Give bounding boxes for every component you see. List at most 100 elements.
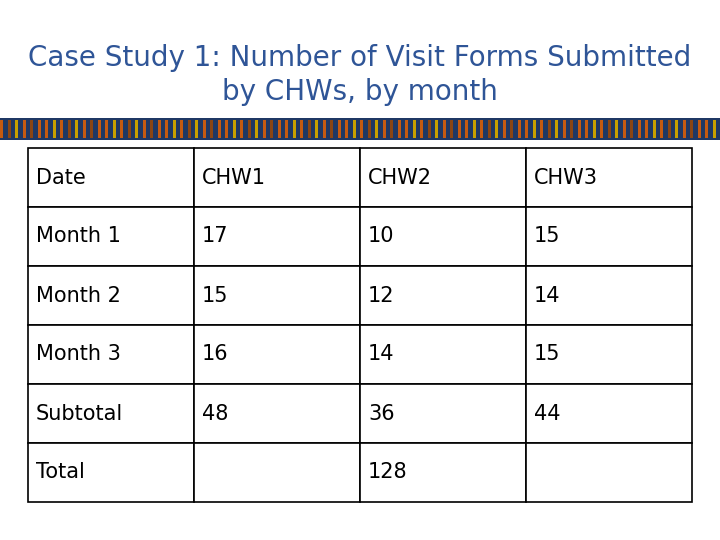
Bar: [240, 120, 243, 138]
Bar: [45, 120, 48, 138]
Bar: [345, 120, 348, 138]
Bar: [675, 120, 678, 138]
Bar: [540, 120, 544, 138]
Bar: [368, 120, 371, 138]
Bar: [458, 120, 461, 138]
Bar: [526, 148, 692, 207]
Bar: [127, 120, 131, 138]
Bar: [248, 120, 251, 138]
Bar: [503, 120, 506, 138]
Text: Month 2: Month 2: [36, 286, 121, 306]
Text: 15: 15: [534, 345, 560, 364]
Bar: [330, 120, 333, 138]
Text: 14: 14: [368, 345, 395, 364]
Bar: [593, 120, 596, 138]
Bar: [278, 120, 281, 138]
Text: Subtotal: Subtotal: [36, 403, 123, 423]
Bar: [533, 120, 536, 138]
Bar: [630, 120, 634, 138]
Bar: [90, 120, 94, 138]
Bar: [450, 120, 454, 138]
Bar: [473, 120, 476, 138]
Bar: [525, 120, 528, 138]
Text: CHW3: CHW3: [534, 167, 598, 187]
Bar: [28, 443, 194, 502]
Bar: [360, 443, 526, 502]
Bar: [315, 120, 318, 138]
Bar: [150, 120, 153, 138]
Text: Date: Date: [36, 167, 86, 187]
Bar: [28, 148, 194, 207]
Bar: [195, 120, 199, 138]
Bar: [68, 120, 71, 138]
Bar: [180, 120, 184, 138]
Text: 36: 36: [368, 403, 395, 423]
Bar: [698, 120, 701, 138]
Bar: [495, 120, 498, 138]
Bar: [577, 120, 581, 138]
Bar: [383, 120, 386, 138]
Bar: [526, 384, 692, 443]
Bar: [15, 120, 19, 138]
Text: Month 3: Month 3: [36, 345, 121, 364]
Bar: [0, 120, 4, 138]
Bar: [526, 443, 692, 502]
Text: 15: 15: [534, 226, 560, 246]
Bar: [173, 120, 176, 138]
Bar: [375, 120, 379, 138]
Bar: [608, 120, 611, 138]
Bar: [660, 120, 663, 138]
Text: 10: 10: [368, 226, 395, 246]
Text: Case Study 1: Number of Visit Forms Submitted
by CHWs, by month: Case Study 1: Number of Visit Forms Subm…: [28, 44, 692, 106]
Text: 12: 12: [368, 286, 395, 306]
Bar: [98, 120, 101, 138]
Bar: [413, 120, 416, 138]
Bar: [8, 120, 11, 138]
Bar: [28, 325, 194, 384]
Bar: [638, 120, 641, 138]
Text: 15: 15: [202, 286, 228, 306]
Bar: [615, 120, 618, 138]
Bar: [487, 120, 491, 138]
Text: 17: 17: [202, 226, 228, 246]
Bar: [194, 384, 360, 443]
Text: CHW1: CHW1: [202, 167, 266, 187]
Bar: [300, 120, 303, 138]
Bar: [390, 120, 393, 138]
Bar: [360, 325, 526, 384]
Bar: [360, 120, 364, 138]
Bar: [30, 120, 33, 138]
Bar: [23, 120, 26, 138]
Bar: [143, 120, 146, 138]
Bar: [28, 266, 194, 325]
Bar: [194, 207, 360, 266]
Bar: [188, 120, 191, 138]
Bar: [360, 266, 526, 325]
Bar: [0, 118, 720, 140]
Bar: [667, 120, 671, 138]
Bar: [683, 120, 686, 138]
Bar: [194, 266, 360, 325]
Bar: [75, 120, 78, 138]
Bar: [623, 120, 626, 138]
Bar: [194, 325, 360, 384]
Bar: [53, 120, 56, 138]
Bar: [405, 120, 408, 138]
Bar: [526, 207, 692, 266]
Bar: [397, 120, 401, 138]
Bar: [600, 120, 603, 138]
Bar: [526, 266, 692, 325]
Bar: [338, 120, 341, 138]
Bar: [203, 120, 206, 138]
Text: 48: 48: [202, 403, 228, 423]
Bar: [120, 120, 123, 138]
Bar: [465, 120, 469, 138]
Bar: [165, 120, 168, 138]
Bar: [270, 120, 274, 138]
Text: 14: 14: [534, 286, 560, 306]
Bar: [263, 120, 266, 138]
Bar: [293, 120, 296, 138]
Bar: [360, 148, 526, 207]
Bar: [353, 120, 356, 138]
Bar: [518, 120, 521, 138]
